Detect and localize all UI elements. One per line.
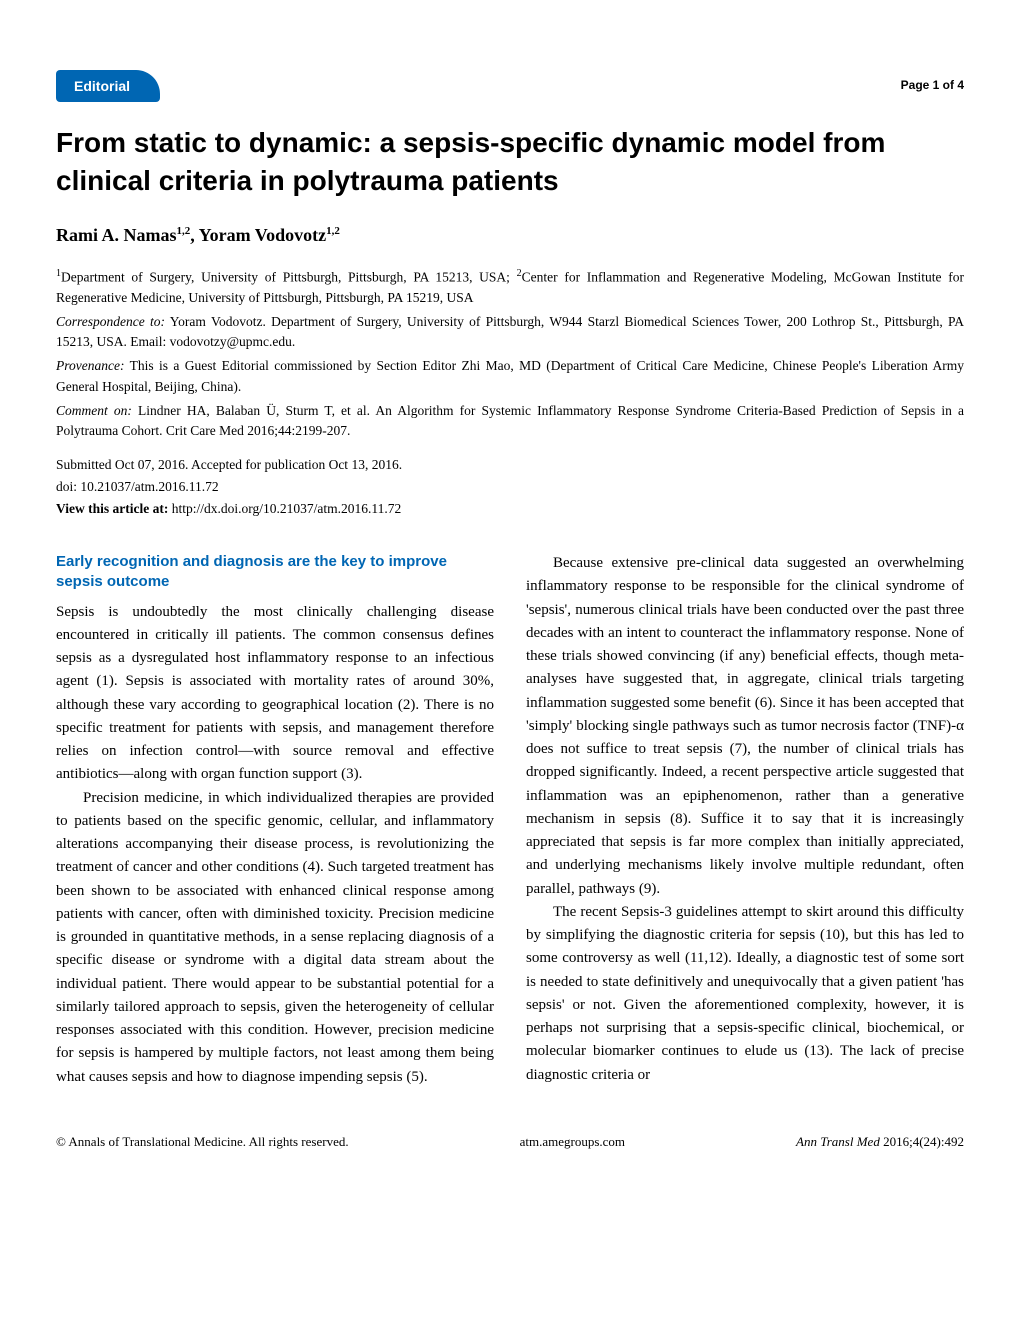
correspondence-text: Yoram Vodovotz. Department of Surgery, U… [56, 314, 964, 349]
footer-citation: Ann Transl Med 2016;4(24):492 [796, 1133, 964, 1152]
provenance-text: This is a Guest Editorial commissioned b… [56, 358, 964, 393]
view-article-at: View this article at: http://dx.doi.org/… [56, 499, 964, 519]
footer-journal: Ann Transl Med [796, 1134, 880, 1149]
comment-on-label: Comment on: [56, 403, 132, 418]
section-heading: Early recognition and diagnosis are the … [56, 552, 494, 593]
doi: doi: 10.21037/atm.2016.11.72 [56, 477, 964, 497]
body-columns: Early recognition and diagnosis are the … [56, 552, 964, 1089]
page-number: Page 1 of 4 [901, 77, 964, 94]
correspondence: Correspondence to: Yoram Vodovotz. Depar… [56, 312, 964, 353]
view-at-label: View this article at: [56, 501, 168, 516]
authors: Rami A. Namas1,2, Yoram Vodovotz1,2 [56, 222, 964, 248]
footer: © Annals of Translational Medicine. All … [56, 1133, 964, 1152]
provenance-label: Provenance: [56, 358, 124, 373]
footer-citation-text: 2016;4(24):492 [883, 1134, 964, 1149]
view-at-url: http://dx.doi.org/10.21037/atm.2016.11.7… [172, 501, 402, 516]
body-paragraph-3: Because extensive pre-clinical data sugg… [526, 552, 964, 901]
comment-on-text: Lindner HA, Balaban Ü, Sturm T, et al. A… [56, 403, 964, 438]
affiliations: 1Department of Surgery, University of Pi… [56, 266, 964, 308]
editorial-badge: Editorial [56, 70, 160, 102]
article-title: From static to dynamic: a sepsis-specifi… [56, 124, 964, 200]
body-paragraph-4: The recent Sepsis-3 guidelines attempt t… [526, 901, 964, 1087]
footer-url: atm.amegroups.com [520, 1133, 625, 1152]
body-paragraph-1: Sepsis is undoubtedly the most clinicall… [56, 601, 494, 787]
header-row: Editorial Page 1 of 4 [56, 70, 964, 102]
provenance: Provenance: This is a Guest Editorial co… [56, 356, 964, 397]
correspondence-label: Correspondence to: [56, 314, 165, 329]
comment-on: Comment on: Lindner HA, Balaban Ü, Sturm… [56, 401, 964, 442]
body-paragraph-2: Precision medicine, in which individuali… [56, 787, 494, 1089]
submitted-dates: Submitted Oct 07, 2016. Accepted for pub… [56, 455, 964, 475]
footer-copyright: © Annals of Translational Medicine. All … [56, 1133, 349, 1152]
